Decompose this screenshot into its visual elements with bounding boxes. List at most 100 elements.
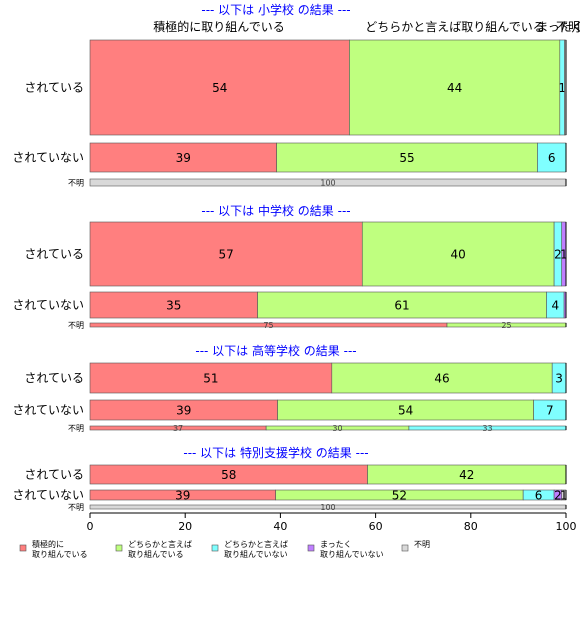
panel-title: --- 以下は 特別支援学校 の結果 --- [183, 445, 368, 460]
data-label: 51 [203, 371, 218, 385]
legend-label: 取り組んでいる [32, 549, 88, 559]
row-label: されていない [12, 403, 84, 417]
data-label: 75 [263, 321, 273, 330]
data-label: 55 [399, 151, 414, 165]
data-label: 61 [394, 298, 409, 312]
panels: --- 以下は 小学校 の結果 --- されている 54 44 1 されていない 39 55 6… [12, 2, 567, 512]
row-label: されている [24, 81, 84, 95]
data-label: 35 [166, 298, 181, 312]
data-label: 6 [548, 151, 556, 165]
x-tick-label: 100 [556, 520, 577, 533]
legend-swatch [115, 544, 123, 552]
legend: 積極的に取り組んでいるどちらかと言えば取り組んでいるどちらかと言えば取り組んでい… [19, 539, 430, 559]
column-header-2: どちらかと言えば取り組んでいる [365, 20, 544, 34]
bar-segment [89, 142, 277, 173]
row-label: されている [24, 468, 84, 482]
row-label: されていない [12, 151, 84, 165]
data-label: 100 [320, 503, 335, 512]
legend-swatch [307, 544, 315, 552]
x-axis: 0 20 40 60 80 100 [87, 512, 577, 533]
bar-row: されていない 39 54 7 [12, 399, 567, 421]
bar-row: 不明 100 [68, 503, 567, 512]
legend-swatch [401, 544, 409, 552]
x-tick-label: 20 [178, 520, 192, 533]
bar-row: 不明 75 25 [68, 321, 567, 330]
data-label: 42 [459, 468, 474, 482]
data-label: 1 [560, 247, 568, 261]
row-label: 不明 [68, 178, 84, 187]
panel-title: --- 以下は 高等学校 の結果 --- [195, 343, 356, 358]
bar-segment [276, 142, 538, 173]
legend-label: どちらかと言えば [128, 539, 192, 549]
bar-row: されている 58 42 [24, 464, 567, 485]
bar-row: されていない 39 55 6 [12, 142, 567, 173]
row-label: 不明 [68, 321, 84, 330]
data-label: 54 [212, 81, 227, 95]
data-label: 6 [535, 488, 543, 502]
bar-row: 不明 100 [68, 178, 567, 187]
legend-item: どちらかと言えば取り組んでいる [115, 539, 192, 559]
bar-segment [361, 221, 555, 287]
data-label: 40 [451, 247, 466, 261]
row-label: されている [24, 247, 84, 261]
data-label: 58 [221, 468, 236, 482]
data-label: 1 [560, 488, 568, 502]
data-label: 39 [175, 488, 190, 502]
data-label: 39 [176, 151, 191, 165]
bar-row: されている 54 44 1 [24, 39, 567, 136]
data-label: 37 [173, 424, 183, 433]
bar-row: されていない 35 61 4 [12, 291, 567, 319]
bar-segment [257, 291, 547, 319]
data-label: 30 [332, 424, 342, 433]
data-label: 44 [447, 81, 462, 95]
panel-title: --- 以下は 小学校 の結果 --- [201, 2, 350, 17]
bar-row: されている 51 46 3 [24, 362, 567, 394]
data-label: 1 [558, 81, 566, 95]
panel-3: --- 以下は 高等学校 の結果 --- されている 51 46 3 されていない 39 54… [12, 343, 567, 433]
data-label: 2 [554, 247, 562, 261]
legend-label: 取り組んでいる [128, 549, 184, 559]
legend-label: 積極的に [32, 539, 64, 549]
legend-label: 不明 [414, 540, 430, 549]
legend-swatch [211, 544, 219, 552]
data-label: 4 [551, 298, 559, 312]
data-label: 57 [218, 247, 233, 261]
bar-segment [89, 291, 258, 319]
panel-title: --- 以下は 中学校 の結果 --- [201, 203, 350, 218]
x-tick-label: 0 [87, 520, 94, 533]
bar-segment [349, 39, 561, 136]
data-label: 100 [320, 178, 335, 187]
bar-row: されていない 39 52 6 21 [12, 488, 567, 502]
row-label: されていない [12, 488, 84, 502]
legend-item: 積極的に取り組んでいる [19, 539, 88, 559]
x-tick-label: 40 [273, 520, 287, 533]
row-label: 不明 [68, 503, 84, 512]
legend-label: どちらかと言えば [224, 539, 288, 549]
panel-1: --- 以下は 小学校 の結果 --- されている 54 44 1 されていない 39 55 6… [12, 2, 567, 187]
data-label: 46 [434, 371, 449, 385]
data-label: 25 [501, 321, 511, 330]
data-label: 7 [546, 403, 554, 417]
legend-label: まったく [320, 540, 352, 549]
x-tick-label: 80 [464, 520, 478, 533]
data-label: 52 [392, 488, 407, 502]
x-tick-label: 60 [369, 520, 383, 533]
panel-4: --- 以下は 特別支援学校 の結果 --- されている 58 42 されていない 39 5… [12, 445, 567, 512]
bar-segment [89, 39, 350, 136]
column-header-1: 積極的に取り組んでいる [153, 19, 284, 34]
bar-segment [89, 221, 363, 287]
data-label: 39 [176, 403, 191, 417]
data-label: 2 [554, 488, 562, 502]
bar-segment [89, 362, 333, 394]
data-label: 3 [555, 371, 563, 385]
column-header-4: 不明 [556, 20, 580, 34]
data-label: 33 [482, 424, 492, 433]
bar-segment [331, 362, 553, 394]
legend-item: 不明 [401, 540, 430, 552]
row-label: されていない [12, 298, 84, 312]
column-header-3: まったく [536, 20, 580, 34]
data-label: 54 [398, 403, 413, 417]
